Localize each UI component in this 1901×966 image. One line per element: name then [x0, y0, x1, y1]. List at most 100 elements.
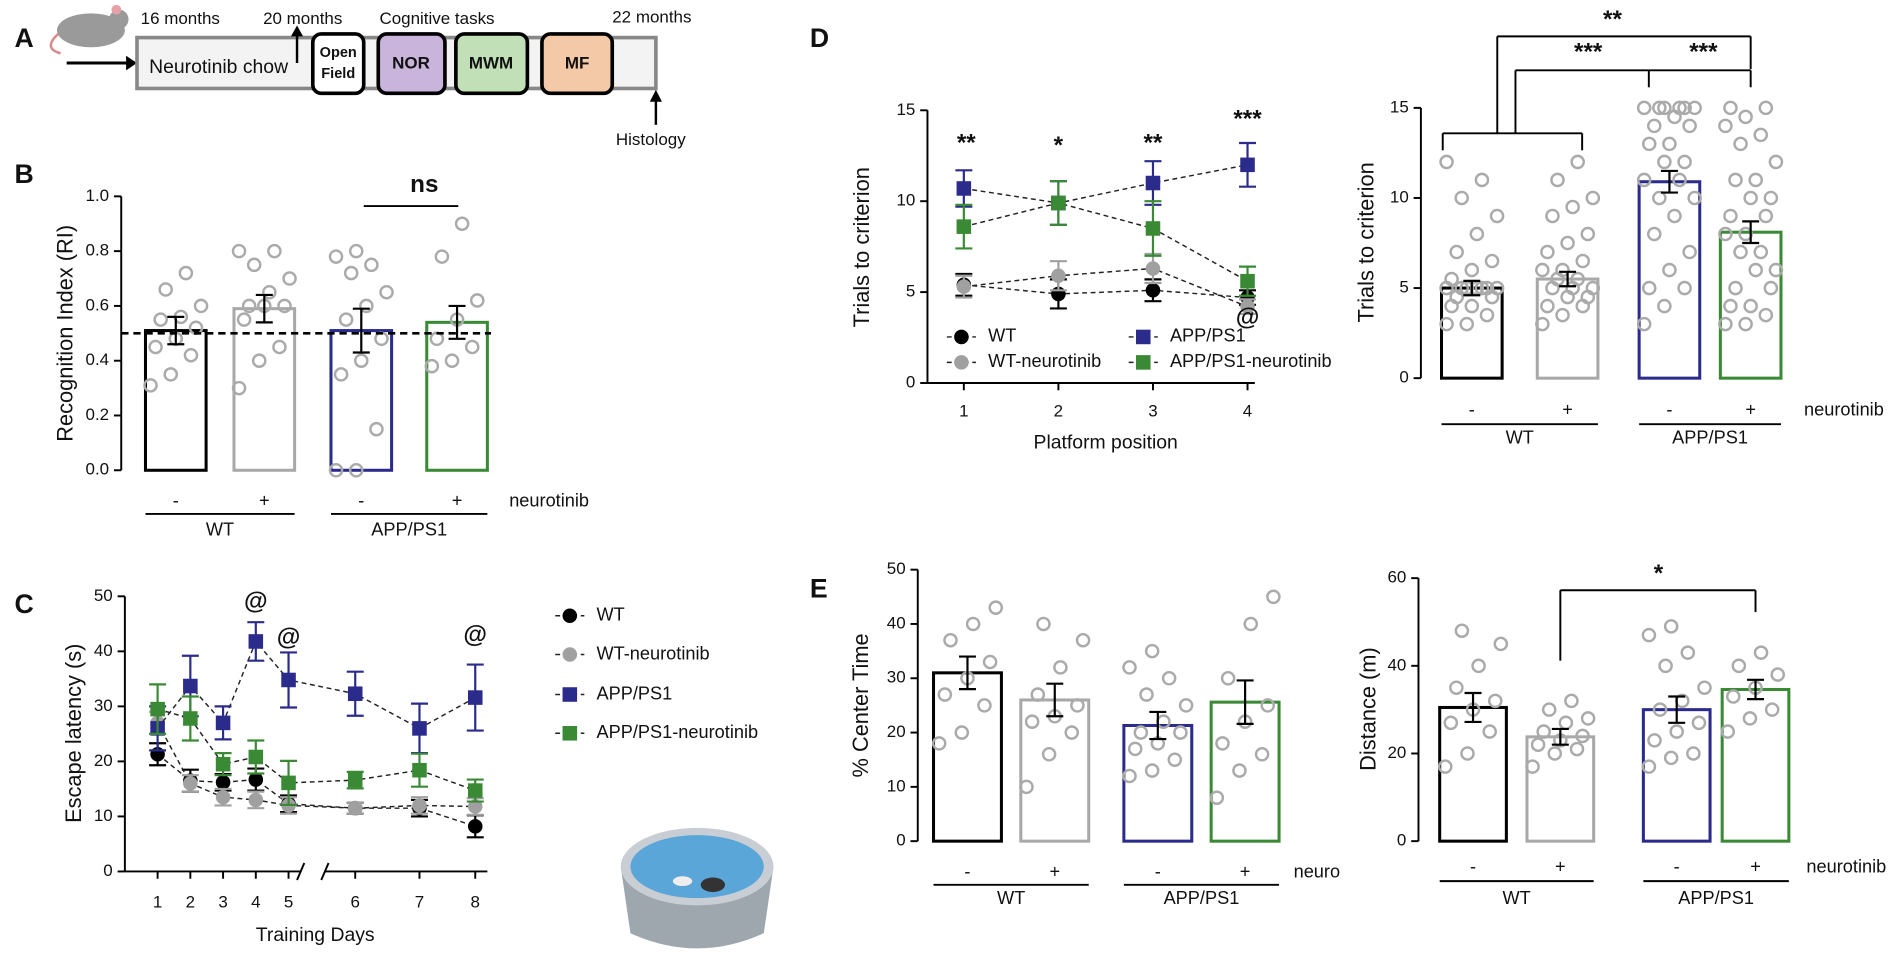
annotation: @	[244, 588, 268, 615]
data-point	[359, 298, 374, 314]
y-tick-label: 50	[887, 559, 906, 578]
data-point	[1652, 190, 1667, 206]
data-point	[231, 243, 247, 259]
factor-label: neurotinib	[1804, 400, 1884, 420]
data-point	[1726, 689, 1741, 704]
y-tick-label: 20	[887, 722, 906, 741]
data-point	[262, 284, 277, 300]
data-point	[444, 353, 460, 368]
data-point	[236, 312, 252, 327]
data-point	[1479, 307, 1495, 323]
data-point	[1053, 660, 1068, 675]
task-label: Open	[320, 45, 357, 61]
data-point	[163, 367, 179, 382]
timeline-label: 22 months	[612, 8, 691, 27]
data-point	[956, 219, 972, 234]
data-point	[1144, 763, 1160, 778]
data-point	[467, 783, 483, 798]
data-point	[412, 721, 427, 736]
data-point	[1667, 208, 1682, 224]
mouse-icon	[49, 33, 61, 55]
series-line	[963, 202, 1248, 282]
nor-box	[376, 32, 447, 96]
x-tick-label: +	[1555, 857, 1566, 877]
data-point	[1173, 725, 1188, 740]
group-label: APP/PS1	[1164, 888, 1240, 908]
series-line	[157, 640, 476, 730]
legend-label: WT-neurotinib	[596, 643, 709, 663]
y-axis-label: Escape latency (s)	[61, 644, 86, 823]
data-point	[1449, 244, 1464, 260]
data-point	[1770, 667, 1786, 682]
x-tick-label: 3	[218, 892, 227, 911]
data-point	[1580, 711, 1596, 726]
y-axis-label: Distance (m)	[1356, 647, 1381, 771]
data-point	[1019, 779, 1034, 795]
platform	[672, 876, 693, 887]
data-point	[333, 367, 349, 382]
data-point	[215, 756, 231, 772]
data-point	[347, 800, 363, 816]
data-point	[348, 463, 364, 478]
data-point	[1240, 157, 1255, 173]
legend-label: WT	[988, 326, 1016, 346]
data-point	[1145, 175, 1161, 191]
data-point	[1555, 262, 1570, 278]
x-tick-label: +	[1745, 400, 1756, 420]
data-point	[364, 257, 379, 273]
data-point	[281, 775, 296, 791]
data-point	[937, 687, 953, 702]
data-point	[1030, 687, 1046, 702]
y-tick-label: 60	[1387, 568, 1406, 587]
data-point	[1641, 280, 1657, 296]
data-point	[454, 216, 470, 232]
data-point	[1220, 670, 1236, 686]
x-tick-label: +	[1562, 400, 1573, 420]
panel-label: C	[15, 589, 34, 619]
data-point	[469, 293, 485, 308]
data-point	[931, 736, 947, 751]
x-axis-label: Platform position	[1034, 432, 1178, 454]
data-point	[1575, 253, 1591, 269]
data-point	[1122, 768, 1137, 784]
annotation: ***	[1574, 39, 1603, 66]
annotation: ns	[410, 171, 438, 198]
y-tick-label: 10	[887, 776, 906, 795]
data-point	[148, 339, 163, 355]
y-tick-label: 40	[1387, 655, 1406, 674]
y-tick-label: 10	[896, 191, 915, 210]
data-point	[1489, 280, 1505, 296]
y-tick-label: 0.8	[86, 241, 110, 260]
x-tick-label: +	[1049, 861, 1060, 881]
x-tick-label: -	[1470, 857, 1476, 877]
data-point	[183, 347, 199, 363]
y-tick-label: 50	[94, 586, 113, 605]
data-point	[1555, 307, 1570, 323]
data-point	[1742, 711, 1758, 726]
y-tick-label: 30	[94, 696, 113, 715]
data-point	[251, 353, 267, 368]
data-point	[281, 672, 296, 688]
legend-marker	[562, 647, 578, 662]
data-point	[1454, 623, 1470, 639]
legend-label: WT	[596, 605, 624, 625]
data-point	[1763, 280, 1779, 296]
bar	[1718, 230, 1783, 380]
data-point	[1748, 172, 1763, 188]
mouse-icon	[56, 13, 125, 48]
legend-label: APP/PS1	[596, 683, 672, 703]
annotation: ***	[1689, 39, 1718, 66]
x-tick-label: +	[1240, 861, 1251, 881]
x-tick-label: 8	[471, 892, 480, 911]
data-point	[1454, 190, 1469, 206]
data-point	[348, 243, 364, 259]
data-point	[1662, 262, 1677, 278]
y-tick-label: 10	[1390, 187, 1409, 206]
data-point	[248, 792, 264, 808]
data-point	[272, 339, 287, 355]
y-axis-label: Trials to criterion	[849, 167, 874, 327]
data-point	[215, 775, 231, 790]
y-tick-label: 30	[887, 668, 906, 687]
data-point	[1051, 195, 1066, 211]
data-point	[1443, 715, 1459, 731]
